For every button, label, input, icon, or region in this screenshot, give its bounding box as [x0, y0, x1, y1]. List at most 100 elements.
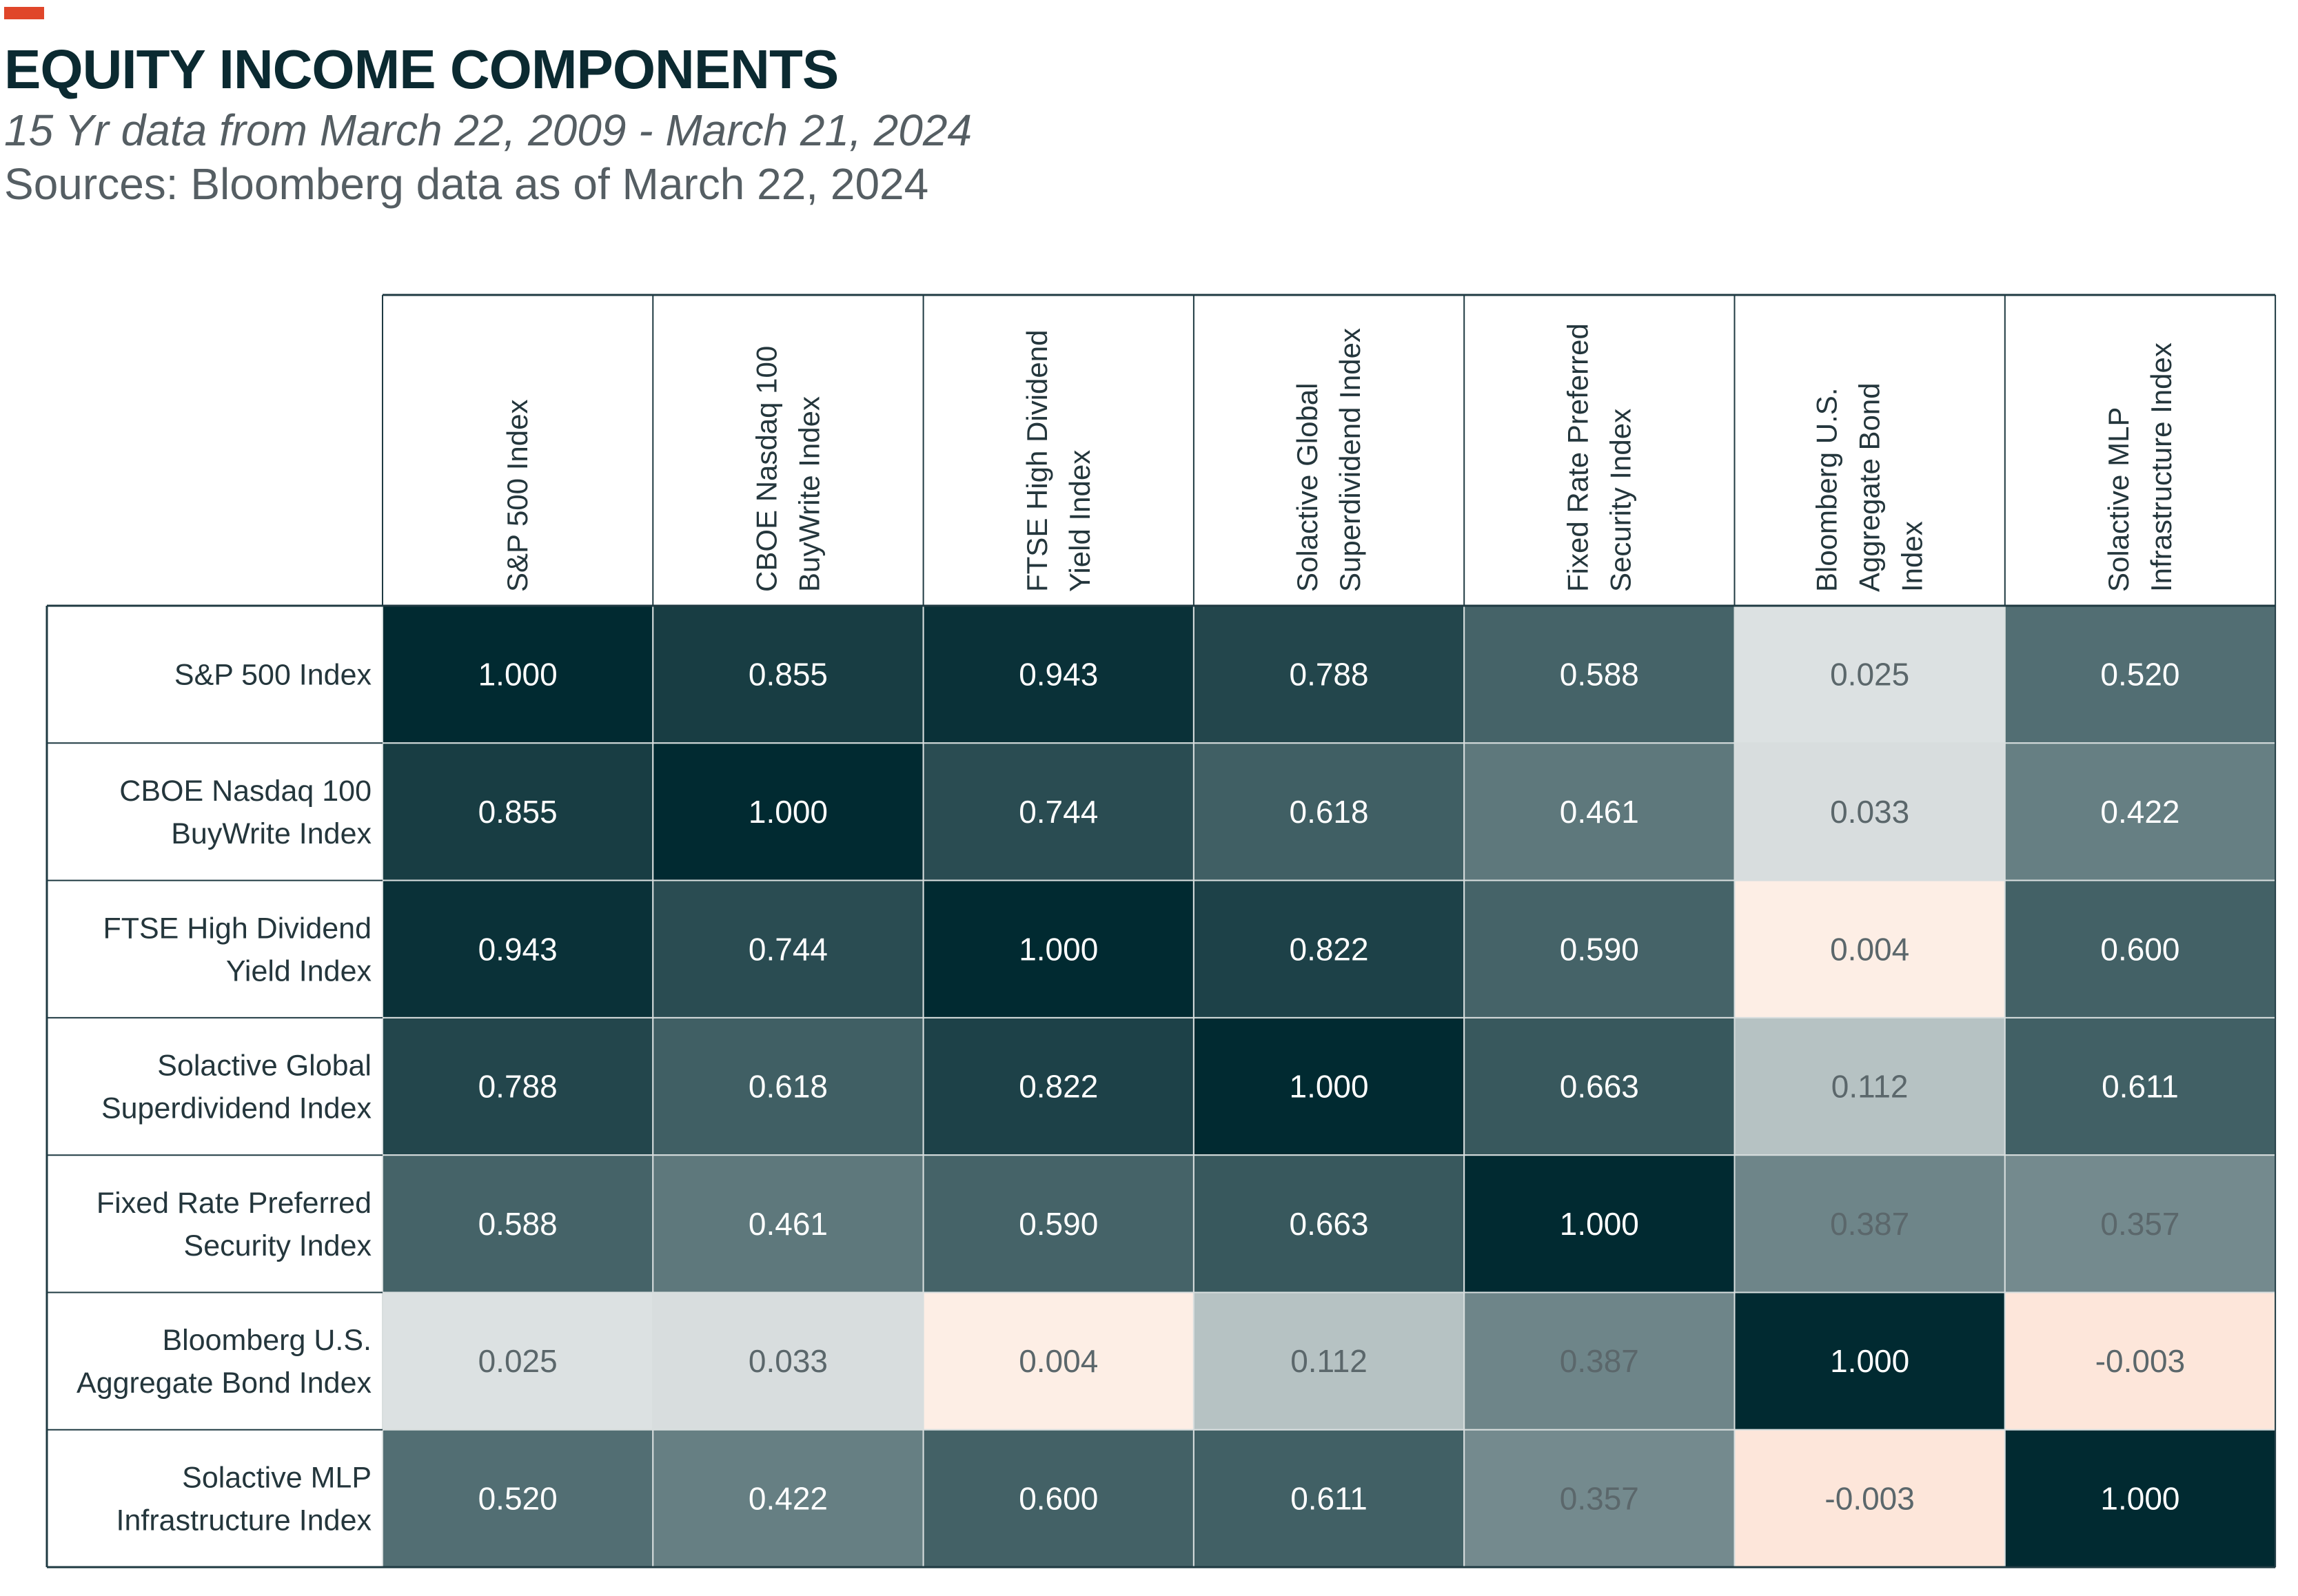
heatmap-cell	[1733, 1154, 2006, 1293]
cell-value: 0.943	[1019, 657, 1098, 693]
cell-value: 0.788	[1289, 657, 1368, 693]
cell-value: 0.663	[1289, 1206, 1368, 1242]
row-label: S&P 500 Index	[174, 659, 372, 692]
heatmap-cell	[382, 879, 654, 1019]
cell-value: 1.000	[2100, 1480, 2179, 1516]
cell-value: 0.943	[478, 931, 558, 967]
column-label-line: Superdividend Index	[1334, 328, 1366, 592]
row-label-line: Infrastructure Index	[116, 1504, 372, 1537]
row-label-line: S&P 500 Index	[174, 659, 372, 692]
heatmap-cell	[652, 742, 924, 881]
row-label-line: Solactive Global	[157, 1050, 372, 1083]
heatmap-cell	[1733, 1016, 2006, 1156]
heatmap-cell	[922, 1291, 1194, 1431]
heatmap-cell	[652, 1429, 924, 1568]
row-label-line: CBOE Nasdaq 100	[119, 775, 372, 808]
heatmap-cell	[922, 742, 1194, 881]
cell-value: 0.744	[749, 931, 828, 967]
cell-value: 1.000	[1560, 1206, 1639, 1242]
column-label-line: Infrastructure Index	[2145, 342, 2177, 592]
cell-value: 0.004	[1830, 931, 1909, 967]
cell-value: 0.788	[478, 1069, 558, 1105]
cell-value: 0.112	[1831, 1069, 1909, 1105]
cell-value: 0.822	[1019, 1069, 1098, 1105]
row-label: FTSE High Dividend Yield Index	[103, 912, 372, 988]
column-label-line: S&P 500 Index	[501, 400, 533, 592]
cell-value: 0.618	[749, 1069, 828, 1105]
heatmap-cell	[382, 1429, 654, 1568]
cell-value: 0.422	[749, 1480, 828, 1516]
cell-value: 0.855	[478, 794, 558, 830]
column-label-line: Solactive MLP	[2102, 407, 2135, 592]
cell-value: 0.822	[1289, 931, 1368, 967]
row-label-line: Bloomberg U.S.	[162, 1324, 372, 1357]
heatmap-cell	[1463, 1154, 1736, 1293]
cell-value: 0.033	[749, 1343, 828, 1379]
row-label-line: Aggregate Bond Index	[77, 1367, 372, 1400]
heatmap-cell	[2004, 1291, 2277, 1431]
column-label-line: Solactive Global	[1291, 383, 1323, 593]
cell-value: 0.357	[1560, 1480, 1639, 1516]
row-label: Solactive MLP Infrastructure Index	[116, 1461, 372, 1537]
column-label-line: Security Index	[1604, 409, 1636, 592]
cell-value: 0.744	[1019, 794, 1098, 830]
cell-value: 0.600	[1019, 1480, 1098, 1516]
row-label: Bloomberg U.S. Aggregate Bond Index	[77, 1324, 372, 1400]
column-label: Bloomberg U.S. Aggregate Bond Index	[1811, 382, 1929, 592]
cell-value: 0.387	[1560, 1343, 1639, 1379]
chart-subtitle: 15 Yr data from March 22, 2009 - March 2…	[4, 105, 973, 155]
row-label-line: Yield Index	[226, 954, 372, 988]
column-label: FTSE High Dividend Yield Index	[1021, 330, 1096, 592]
column-label-line: BuyWrite Index	[793, 396, 825, 592]
cell-value: 0.520	[478, 1480, 558, 1516]
cell-value: 0.461	[1560, 794, 1639, 830]
cell-value: 1.000	[749, 794, 828, 830]
cell-value: 0.590	[1560, 931, 1639, 967]
cell-value: 0.611	[2102, 1069, 2179, 1105]
row-label-line: BuyWrite Index	[171, 817, 372, 850]
column-label: Fixed Rate Preferred Security Index	[1561, 323, 1636, 592]
cell-value: 0.611	[1290, 1480, 1367, 1516]
heatmap-cell	[1192, 605, 1465, 744]
cell-value: 0.588	[1560, 657, 1639, 693]
row-label-line: Fixed Rate Preferred	[96, 1187, 372, 1220]
column-label: Solactive Global Superdividend Index	[1291, 328, 1366, 592]
cell-value: 0.422	[2100, 794, 2179, 830]
heatmap-cell	[1733, 742, 2006, 881]
heatmap-cell	[2004, 1016, 2277, 1156]
heatmap-cell	[382, 742, 654, 881]
cell-value: 0.618	[1289, 794, 1368, 830]
column-label-line: FTSE High Dividend	[1021, 330, 1053, 592]
cell-value: 0.387	[1830, 1206, 1909, 1242]
column-label-line: Index	[1896, 521, 1929, 592]
heatmap-cell	[2004, 605, 2277, 744]
heatmap-cell	[2004, 742, 2277, 881]
cell-value: 0.520	[2100, 657, 2179, 693]
cell-value: -0.003	[1824, 1480, 1914, 1516]
row-label: CBOE Nasdaq 100 BuyWrite Index	[119, 775, 372, 850]
heatmap-cell	[1733, 1429, 2006, 1568]
heatmap-cell	[1192, 1016, 1465, 1156]
heatmap-cell	[652, 879, 924, 1019]
cell-value: 0.590	[1019, 1206, 1098, 1242]
heatmap-cell	[1192, 1429, 1465, 1568]
cell-value: 0.855	[749, 657, 828, 693]
column-label-line: Yield Index	[1064, 450, 1096, 592]
column-label: S&P 500 Index	[501, 400, 533, 592]
row-label-line: Superdividend Index	[101, 1092, 372, 1125]
row-label: Solactive Global Superdividend Index	[101, 1050, 372, 1125]
heatmap-cell	[1463, 879, 1736, 1019]
heatmap-cell	[1192, 879, 1465, 1019]
cell-value: 0.357	[2100, 1206, 2179, 1242]
column-label-line: Fixed Rate Preferred	[1561, 323, 1594, 592]
heatmap-cell	[382, 1291, 654, 1431]
heatmap-cell	[382, 1154, 654, 1293]
heatmap-cell	[2004, 879, 2277, 1019]
column-label: CBOE Nasdaq 100 BuyWrite Index	[750, 346, 825, 592]
heatmap-cell	[1192, 1291, 1465, 1431]
cell-value: 1.000	[1019, 931, 1098, 967]
heatmap-cell	[652, 1154, 924, 1293]
heatmap-cell	[2004, 1429, 2277, 1568]
cell-value: 0.025	[478, 1343, 558, 1379]
